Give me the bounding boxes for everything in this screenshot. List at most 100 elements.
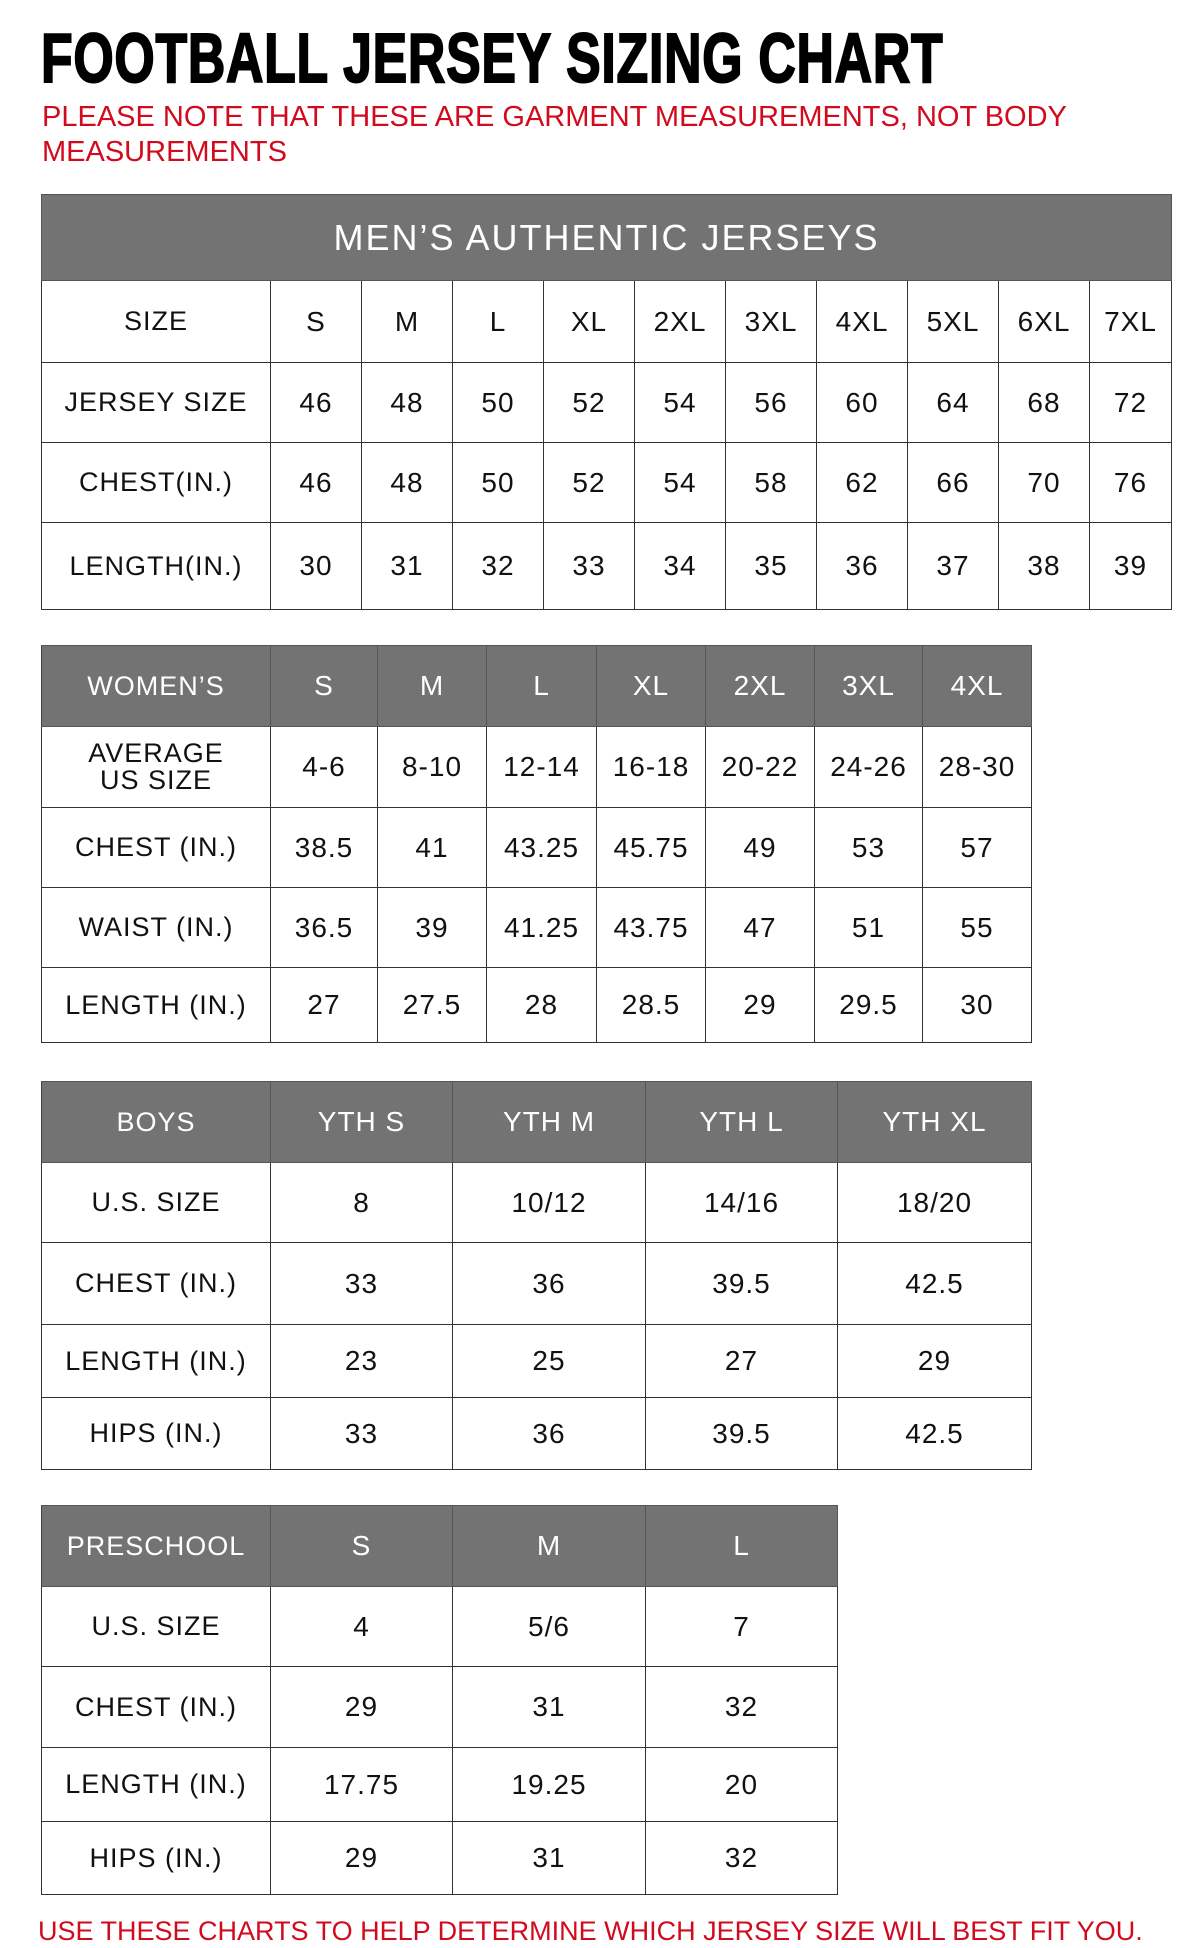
measurement-cell: 48 [361,442,453,523]
measurement-cell: 7 [645,1586,838,1667]
measurement-cell: 28-30 [922,726,1032,808]
row-label-cell: WAIST (IN.) [41,887,271,968]
measurement-cell: 46 [270,442,362,523]
measurement-cell: 36.5 [270,887,378,968]
measurement-cell: 29 [270,1821,453,1895]
measurement-cell: 41.25 [486,887,597,968]
header-label-cell: SIZE [41,280,271,363]
size-header-cell: 3XL [814,645,923,727]
measurement-cell: 38.5 [270,807,378,888]
womens-size-table: WOMEN’S S M L XL 2XL 3XL 4XL AVERAGE US SIZE 4-6 8… [41,645,1032,1043]
measurement-cell: 76 [1088,442,1173,523]
measurement-cell: 33 [270,1397,453,1470]
size-header-cell: YTH L [645,1081,838,1163]
measurement-cell: 29 [837,1324,1032,1398]
measurement-cell: 8-10 [377,726,487,808]
measurement-cell: 4 [270,1586,453,1667]
mens-size-table: MEN’S AUTHENTIC JERSEYS SIZE S M L XL 2XL 3XL 4X… [40,194,1173,610]
measurement-cell: 24-26 [814,726,923,808]
measurement-cell: 30 [922,967,1032,1043]
size-header-cell: XL [543,280,635,363]
size-header-cell: S [270,1505,453,1587]
measurement-cell: 50 [452,362,544,443]
measurement-cell: 68 [998,362,1090,443]
row-label-cell: LENGTH (IN.) [41,1324,271,1398]
measurement-cell: 52 [543,442,635,523]
measurement-cell: 56 [725,362,817,443]
measurement-cell: 70 [998,442,1090,523]
row-label-cell: LENGTH(IN.) [41,522,271,610]
table-row: LENGTH (IN.) 17.75 19.25 20 [41,1747,838,1822]
measurement-cell: 18/20 [837,1162,1032,1243]
measurement-cell: 39.5 [645,1397,838,1470]
measurement-cell: 27.5 [377,967,487,1043]
measurement-cell: 46 [270,362,362,443]
size-header-cell: S [270,280,362,363]
measurement-cell: 31 [361,522,453,610]
table-row: U.S. SIZE 4 5/6 7 [41,1586,838,1667]
measurement-cell: 34 [634,522,726,610]
measurement-cell: 54 [634,362,726,443]
measurement-cell: 57 [922,807,1032,888]
row-label-cell: U.S. SIZE [41,1586,271,1667]
measurement-cell: 55 [922,887,1032,968]
table-row: LENGTH (IN.) 23 25 27 29 [41,1324,1032,1398]
size-header-cell: 4XL [922,645,1032,727]
measurement-cell: 42.5 [837,1242,1032,1325]
measurement-cell: 16-18 [596,726,706,808]
measurement-cell: 48 [361,362,453,443]
measurement-cell: 66 [907,442,999,523]
measurement-cell: 51 [814,887,923,968]
measurement-cell: 33 [270,1242,453,1325]
measurement-cell: 28.5 [596,967,706,1043]
size-header-cell: 3XL [725,280,817,363]
measurement-cell: 20 [645,1747,838,1822]
row-label-cell: LENGTH (IN.) [41,967,271,1043]
size-header-cell: 7XL [1088,280,1173,363]
size-header-cell: S [270,645,378,727]
size-header-cell: 4XL [816,280,908,363]
measurement-cell: 36 [816,522,908,610]
table-row: HIPS (IN.) 29 31 32 [41,1821,838,1895]
table-caption: MEN’S AUTHENTIC JERSEYS [40,194,1173,281]
measurement-cell: 50 [452,442,544,523]
table-row: LENGTH (IN.) 27 27.5 28 28.5 29 29.5 30 [41,967,1032,1043]
measurement-cell: 43.25 [486,807,597,888]
table-header-row: PRESCHOOL S M L [41,1505,838,1587]
measurement-cell: 60 [816,362,908,443]
measurement-cell: 45.75 [596,807,706,888]
table-row: CHEST (IN.) 29 31 32 [41,1666,838,1748]
measurement-cell: 37 [907,522,999,610]
measurement-cell: 36 [452,1242,646,1325]
measurement-cell: 29.5 [814,967,923,1043]
header-label-cell: BOYS [41,1081,271,1163]
measurement-cell: 36 [452,1397,646,1470]
measurement-cell: 4-6 [270,726,378,808]
size-header-cell: XL [596,645,706,727]
measurement-cell: 32 [645,1666,838,1748]
row-label-cell: CHEST (IN.) [41,1242,271,1325]
measurement-cell: 25 [452,1324,646,1398]
measurement-cell: 8 [270,1162,453,1243]
measurement-cell: 41 [377,807,487,888]
measurement-cell: 10/12 [452,1162,646,1243]
measurement-cell: 72 [1088,362,1173,443]
table-row: U.S. SIZE 8 10/12 14/16 18/20 [41,1162,1032,1243]
table-row: LENGTH(IN.) 30 31 32 33 34 35 36 37 38 39 [41,522,1173,610]
size-header-cell: L [452,280,544,363]
preschool-size-table: PRESCHOOL S M L U.S. SIZE 4 5/6 7 CHEST (IN.) 29 3… [41,1505,838,1895]
measurement-cell: 31 [452,1821,646,1895]
measurement-cell: 5/6 [452,1586,646,1667]
measurement-cell: 30 [270,522,362,610]
size-header-cell: 2XL [634,280,726,363]
measurement-cell: 35 [725,522,817,610]
table-row: CHEST(IN.) 46 48 50 52 54 58 62 66 70 76 [41,442,1173,523]
row-label-cell: CHEST (IN.) [41,1666,271,1748]
measurement-cell: 27 [645,1324,838,1398]
size-header-cell: YTH S [270,1081,453,1163]
measurement-cell: 53 [814,807,923,888]
garment-measurement-note: PLEASE NOTE THAT THESE ARE GARMENT MEASU… [42,101,1067,168]
size-header-cell: YTH XL [837,1081,1032,1163]
measurement-cell: 43.75 [596,887,706,968]
measurement-cell: 29 [270,1666,453,1748]
